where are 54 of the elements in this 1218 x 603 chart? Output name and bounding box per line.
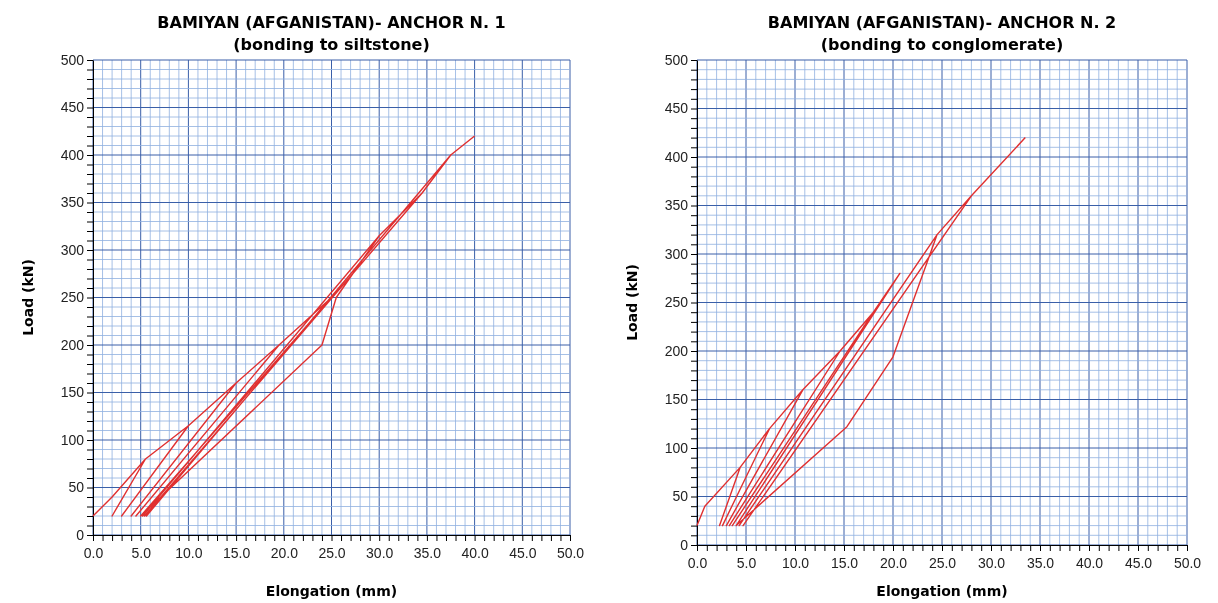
x-tick-label: 40.0 — [461, 545, 489, 561]
chart-subtitle: (bonding to conglomerate) — [820, 35, 1064, 54]
x-tick-label: 40.0 — [1075, 555, 1104, 571]
y-tick-label: 300 — [60, 241, 85, 258]
x-tick-label: 15.0 — [222, 545, 251, 561]
y-tick-label: 350 — [664, 197, 689, 214]
x-tick-label: 45.0 — [509, 545, 537, 561]
y-tick-label: 400 — [60, 146, 85, 163]
x-tick-label: 50.0 — [556, 545, 585, 561]
x-tick-label: 50.0 — [1173, 555, 1202, 571]
y-tick-label: 350 — [60, 194, 85, 211]
x-tick-label: 30.0 — [366, 545, 394, 561]
x-tick-label: 30.0 — [977, 555, 1006, 571]
line-series — [92, 135, 476, 517]
y-tick-label: 200 — [60, 336, 85, 353]
x-tick-label: 35.0 — [1026, 555, 1055, 571]
x-tick-label: 0.0 — [83, 545, 104, 561]
x-tick-label: 5.0 — [736, 555, 757, 571]
y-tick-label: 250 — [60, 289, 85, 306]
x-tick-label: 10.0 — [781, 555, 810, 571]
x-axis-title: Elongation (mm) — [876, 583, 1008, 599]
y-axis-title: Load (kN) — [624, 264, 640, 341]
x-axis-title: Elongation (mm) — [265, 583, 398, 599]
y-tick-label: 150 — [60, 384, 85, 401]
x-tick-label: 35.0 — [413, 545, 442, 561]
y-tick-label: 500 — [60, 51, 85, 68]
line-series — [696, 136, 1026, 527]
y-tick-label: 0 — [680, 536, 689, 553]
y-tick-label: 50 — [68, 479, 85, 496]
y-tick-label: 250 — [664, 294, 689, 311]
y-tick-label: 450 — [664, 100, 689, 117]
y-tick-label: 500 — [664, 51, 689, 68]
x-tick-label: 45.0 — [1124, 555, 1153, 571]
y-tick-label: 100 — [60, 431, 85, 448]
x-tick-label: 20.0 — [879, 555, 908, 571]
y-tick-label: 50 — [672, 488, 689, 505]
y-axis-title: Load (kN) — [20, 259, 36, 336]
x-tick-label: 20.0 — [270, 545, 299, 561]
x-tick-label: 10.0 — [175, 545, 203, 561]
x-tick-label: 5.0 — [131, 545, 152, 561]
x-tick-label: 25.0 — [928, 555, 957, 571]
x-tick-label: 25.0 — [318, 545, 346, 561]
y-tick-label: 100 — [664, 439, 689, 456]
y-tick-label: 400 — [664, 148, 689, 165]
y-tick-label: 150 — [664, 391, 689, 408]
y-tick-label: 0 — [76, 526, 85, 543]
y-tick-label: 450 — [60, 99, 85, 116]
chart-title: BAMIYAN (AFGANISTAN)- ANCHOR N. 2 — [767, 13, 1117, 32]
y-tick-label: 200 — [664, 342, 689, 359]
chart-title: BAMIYAN (AFGANISTAN)- ANCHOR N. 1 — [157, 13, 506, 32]
chart-subtitle: (bonding to siltstone) — [233, 35, 430, 54]
y-tick-label: 300 — [664, 245, 689, 262]
x-tick-label: 0.0 — [687, 555, 708, 571]
x-tick-label: 15.0 — [830, 555, 859, 571]
